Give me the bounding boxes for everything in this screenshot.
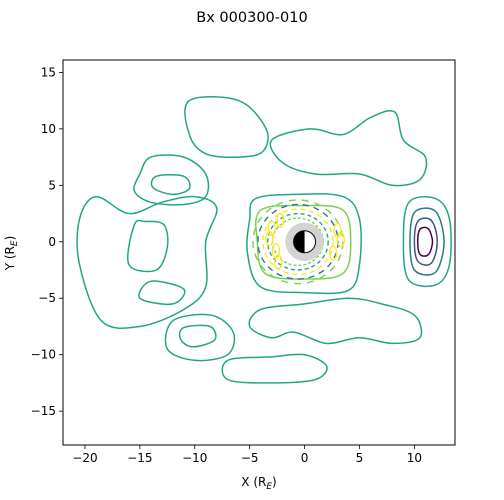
bright-cell — [328, 245, 338, 261]
y-axis-label: Y (RE) — [3, 236, 20, 272]
contour-lines — [76, 95, 452, 384]
contour-tail-lobe-inner — [127, 219, 169, 273]
x-tick-label: 5 — [356, 451, 364, 465]
inner-ripples — [252, 199, 345, 285]
contour-far-south-blob — [221, 353, 328, 384]
contour-dayside-inner-1 — [409, 207, 445, 276]
contour-tail-lobe-inner-south — [138, 280, 186, 305]
bright-cell — [265, 230, 274, 247]
x-tick-label: 10 — [407, 451, 422, 465]
x-axis-label: X (RE) — [241, 475, 276, 492]
chart-title: Bx 000300-010 — [196, 10, 307, 26]
y-tick-label: 0 — [48, 235, 56, 249]
x-tick-label: −5 — [241, 451, 259, 465]
contour-dayside-inner-2 — [413, 217, 438, 266]
contour-near-ring-mid — [255, 204, 352, 280]
contour-north-lobe-inner — [150, 174, 191, 196]
x-tick-label: 0 — [301, 451, 309, 465]
contour-south-structures — [248, 297, 423, 345]
y-tick-label: −15 — [31, 404, 56, 418]
bright-cell — [333, 222, 342, 239]
contour-north-structures — [269, 109, 428, 187]
inner-ripple — [252, 199, 344, 285]
earth-nightside — [293, 230, 305, 253]
y-tick-label: 5 — [48, 178, 56, 192]
x-axis: −20 −15 −10 −5 0 5 10 — [72, 445, 422, 465]
contour-north-upper-blob — [184, 95, 269, 159]
contour-dayside-core — [416, 226, 434, 257]
y-tick-label: −10 — [31, 348, 56, 362]
planet-marker — [285, 222, 324, 261]
bright-cell — [276, 212, 285, 228]
contour-magnetosheath-boundary — [76, 195, 218, 329]
x-tick-label: −20 — [72, 451, 97, 465]
contour-dayside-boundary — [402, 196, 452, 288]
x-tick-label: −10 — [182, 451, 207, 465]
y-axis: −15 −10 −5 0 5 10 15 — [31, 65, 63, 418]
plot-frame — [62, 59, 456, 446]
y-tick-label: −5 — [38, 291, 56, 305]
contour-south-lobe-inner — [178, 324, 217, 348]
bright-cell — [267, 220, 276, 236]
contour-near-north-ring — [246, 193, 362, 295]
x-tick-label: −15 — [127, 451, 152, 465]
contour-south-lobe — [164, 313, 236, 362]
inner-ripple — [267, 212, 329, 271]
contour-north-lobe — [133, 154, 210, 206]
y-tick-label: 10 — [41, 122, 56, 136]
y-tick-label: 15 — [41, 65, 56, 79]
inner-ripple — [262, 208, 334, 276]
bright-cell — [274, 254, 283, 270]
